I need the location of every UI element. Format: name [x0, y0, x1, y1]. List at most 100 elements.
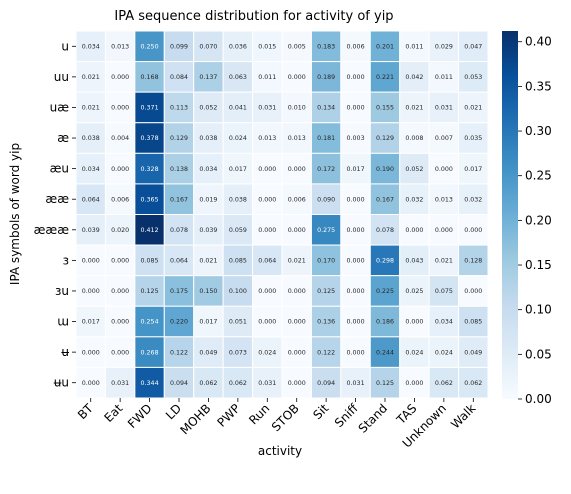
- cell-value-label: 0.034: [82, 43, 100, 50]
- cell-value-label: 0.024: [229, 135, 247, 142]
- heatmap-cell: [399, 244, 430, 277]
- cell-value-label: 0.011: [405, 43, 423, 50]
- cell-value-label: 0.190: [376, 166, 394, 173]
- cell-value-label: 0.039: [199, 227, 217, 234]
- cell-value-label: 0.047: [464, 43, 482, 50]
- cell-value-label: 0.062: [464, 380, 482, 387]
- heatmap-cell: [340, 30, 371, 63]
- y-tick-label: ʉu: [54, 376, 69, 390]
- cell-value-label: 0.038: [199, 135, 217, 142]
- heatmap-cell: [252, 183, 283, 216]
- chart-title: IPA sequence distribution for activity o…: [114, 9, 393, 24]
- cell-value-label: 0.167: [170, 196, 188, 203]
- heatmap-cell: [222, 183, 254, 216]
- y-tick-label: ɜu: [55, 284, 69, 298]
- cell-value-label: 0.000: [347, 349, 365, 356]
- cell-value-label: 0.000: [288, 319, 306, 326]
- heatmap-cell: [252, 214, 283, 246]
- heatmap-cell: [222, 305, 254, 338]
- cell-value-label: 0.000: [258, 227, 276, 234]
- cell-value-label: 0.186: [376, 319, 394, 326]
- cell-value-label: 0.006: [347, 43, 365, 50]
- cell-value-label: 0.085: [141, 258, 159, 265]
- heatmap-cell: [310, 91, 342, 124]
- heatmap-cell: [281, 366, 312, 399]
- cell-value-label: 0.034: [82, 166, 100, 173]
- cell-value-label: 0.000: [347, 196, 365, 203]
- cell-value-label: 0.084: [170, 74, 188, 81]
- heatmap-cell: [310, 61, 342, 93]
- colorbar-ticks: 0.00 0.05 0.10 0.15 0.20 0.25 0.30 0.35 0.40: [518, 35, 552, 406]
- cell-value-label: 0.031: [258, 105, 276, 112]
- cell-value-label: 0.175: [170, 288, 188, 295]
- heatmap-cell: [458, 275, 489, 307]
- cell-value-label: 0.113: [170, 105, 188, 112]
- cell-value-label: 0.017: [199, 319, 217, 326]
- cell-value-label: 0.031: [258, 380, 276, 387]
- cell-value-label: 0.328: [141, 166, 159, 173]
- cell-value-label: 0.268: [141, 349, 159, 356]
- heatmap-cell: [252, 336, 283, 368]
- cell-value-label: 0.183: [317, 43, 335, 50]
- heatmap-cell: [399, 30, 430, 63]
- heatmap-cell: [458, 152, 489, 185]
- x-axis-label: activity: [258, 444, 302, 458]
- cell-value-label: 0.189: [317, 74, 335, 81]
- cell-value-label: 0.021: [82, 74, 100, 81]
- cell-value-label: 0.021: [435, 258, 453, 265]
- cell-value-label: 0.000: [347, 258, 365, 265]
- cell-value-label: 0.051: [229, 319, 247, 326]
- cell-value-label: 0.000: [405, 227, 423, 234]
- cell-value-label: 0.011: [435, 74, 453, 81]
- cell-value-label: 0.244: [376, 349, 394, 356]
- heatmap-cell: [104, 336, 136, 368]
- cell-value-label: 0.017: [464, 166, 482, 173]
- cell-value-label: 0.013: [435, 196, 453, 203]
- cell-value-label: 0.006: [111, 196, 129, 203]
- heatmap-cell: [193, 336, 224, 368]
- x-tick-label: Walk: [448, 401, 478, 431]
- cell-value-label: 0.034: [435, 319, 453, 326]
- heatmap-cell: [369, 122, 401, 154]
- cell-value-label: 0.000: [288, 349, 306, 356]
- heatmap-cell: [458, 122, 489, 154]
- heatmap-cell: [222, 30, 254, 63]
- cell-value-label: 0.172: [317, 166, 335, 173]
- cell-value-label: 0.136: [317, 319, 335, 326]
- cell-value-label: 0.078: [376, 227, 394, 234]
- cell-value-label: 0.039: [82, 227, 100, 234]
- colorbar-tick-label: 0.35: [525, 79, 552, 93]
- cell-value-label: 0.024: [405, 349, 423, 356]
- cell-value-label: 0.041: [229, 105, 247, 112]
- heatmap-cell: [193, 152, 224, 185]
- heatmap-cells: 0.034 0.013 0.250 0.099 0.070 0.036 0.015 0.005…: [75, 30, 489, 399]
- heatmap-cell: [458, 244, 489, 277]
- heatmap-cell: [281, 152, 312, 185]
- cell-value-label: 0.000: [111, 288, 129, 295]
- heatmap-cell: [399, 122, 430, 154]
- heatmap-cell: [458, 91, 489, 124]
- cell-value-label: 0.006: [288, 196, 306, 203]
- heatmap-cell: [75, 366, 106, 399]
- x-tick-label: Stand: [356, 401, 391, 436]
- heatmap-cell: [399, 183, 430, 216]
- cell-value-label: 0.250: [141, 43, 159, 50]
- cell-value-label: 0.000: [347, 227, 365, 234]
- heatmap-cell: [252, 61, 283, 93]
- cell-value-label: 0.038: [229, 196, 247, 203]
- colorbar-tick-label: 0.30: [525, 124, 552, 138]
- cell-value-label: 0.000: [464, 227, 482, 234]
- cell-value-label: 0.254: [141, 319, 159, 326]
- cell-value-label: 0.412: [141, 227, 159, 234]
- y-tick-label: æ: [57, 131, 69, 145]
- heatmap-cell: [193, 244, 224, 277]
- cell-value-label: 0.371: [141, 105, 159, 112]
- cell-value-label: 0.000: [288, 380, 306, 387]
- cell-value-label: 0.000: [82, 380, 100, 387]
- cell-value-label: 0.155: [376, 105, 394, 112]
- cell-value-label: 0.035: [464, 135, 482, 142]
- heatmap-cell: [104, 305, 136, 338]
- cell-value-label: 0.128: [464, 258, 482, 265]
- heatmap-cell: [134, 61, 165, 93]
